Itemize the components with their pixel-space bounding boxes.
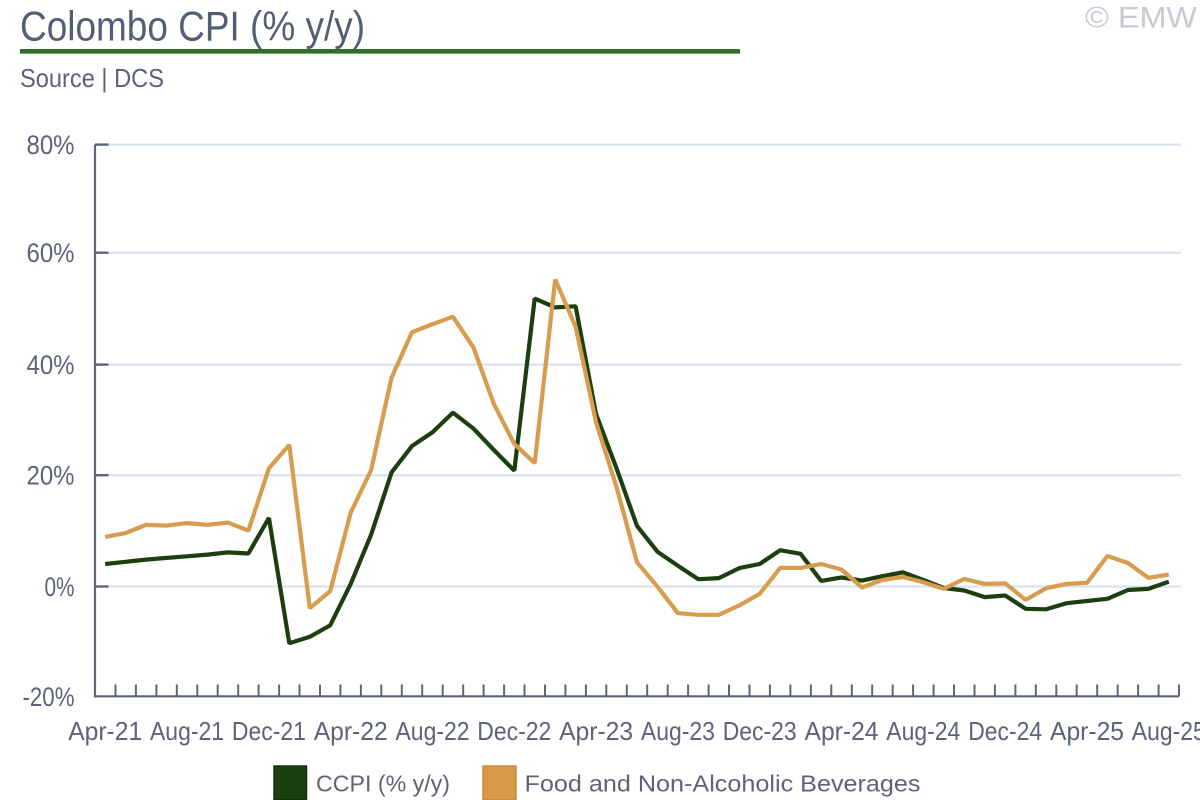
svg-text:Aug-25: Aug-25	[1132, 716, 1200, 746]
svg-text:© EMW: © EMW	[1085, 2, 1198, 35]
svg-text:Apr-23: Apr-23	[559, 716, 633, 746]
svg-text:Aug-24: Aug-24	[886, 716, 960, 746]
svg-text:Dec-21: Dec-21	[232, 716, 306, 746]
svg-text:Colombo CPI (% y/y): Colombo CPI (% y/y)	[20, 3, 365, 50]
svg-text:Dec-24: Dec-24	[968, 716, 1042, 746]
svg-text:Source | DCS: Source | DCS	[20, 63, 164, 93]
svg-text:Aug-23: Aug-23	[641, 716, 715, 746]
svg-text:80%: 80%	[27, 130, 75, 160]
svg-text:Apr-22: Apr-22	[314, 716, 388, 746]
svg-text:Dec-23: Dec-23	[723, 716, 797, 746]
svg-text:Apr-24: Apr-24	[805, 716, 879, 746]
svg-text:Aug-22: Aug-22	[396, 716, 470, 746]
svg-text:Dec-22: Dec-22	[477, 716, 551, 746]
svg-text:0%: 0%	[45, 572, 75, 602]
svg-text:Food and Non-Alcoholic Beverag: Food and Non-Alcoholic Beverages	[525, 771, 921, 797]
svg-text:20%: 20%	[27, 461, 75, 491]
svg-text:Apr-21: Apr-21	[68, 716, 142, 746]
svg-text:60%: 60%	[27, 238, 75, 268]
svg-text:CCPI (% y/y): CCPI (% y/y)	[316, 771, 450, 797]
svg-text:Apr-25: Apr-25	[1050, 716, 1124, 746]
svg-text:-20%: -20%	[23, 682, 75, 712]
svg-text:Aug-21: Aug-21	[150, 716, 224, 746]
svg-text:40%: 40%	[27, 350, 75, 380]
